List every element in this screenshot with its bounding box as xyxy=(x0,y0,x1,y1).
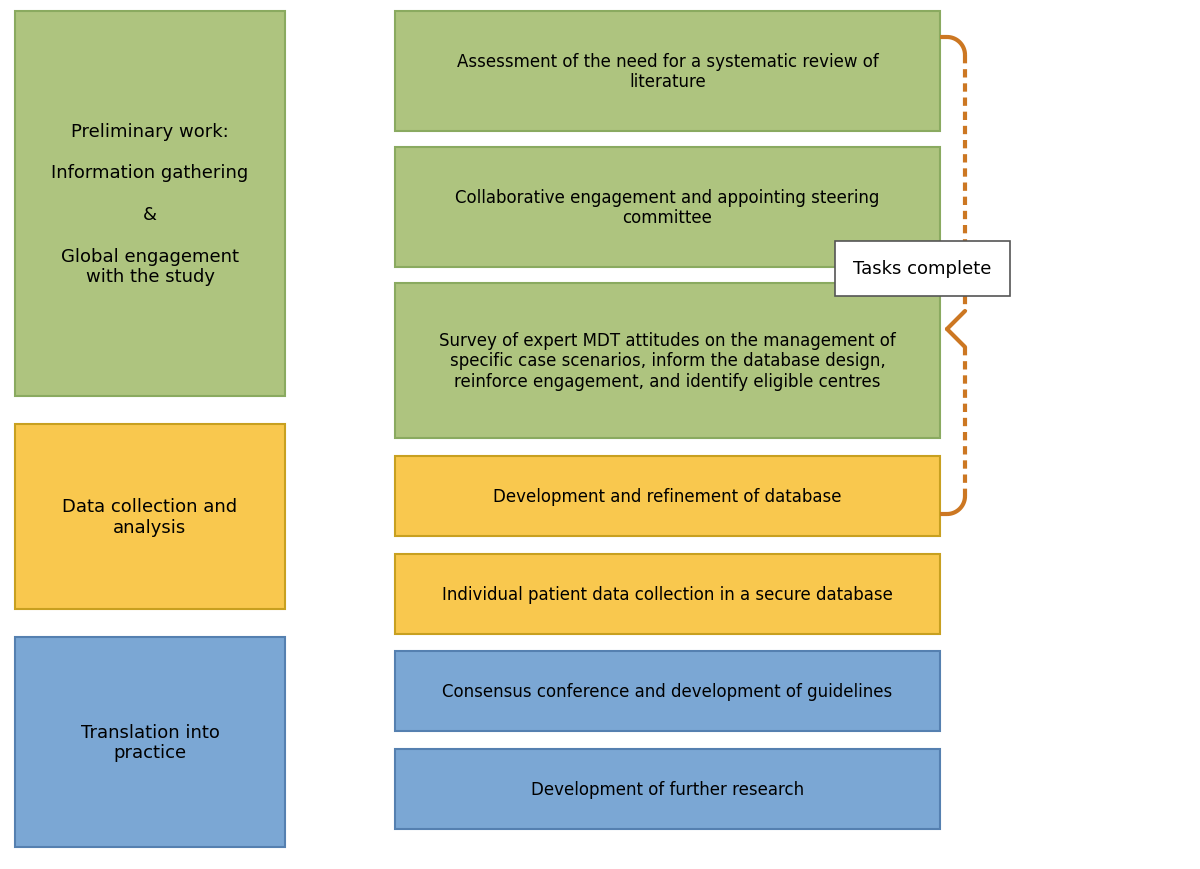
Text: Collaborative engagement and appointing steering
committee: Collaborative engagement and appointing … xyxy=(455,189,880,227)
Text: Development of further research: Development of further research xyxy=(530,780,804,798)
Bar xyxy=(14,425,286,609)
Bar xyxy=(395,12,940,132)
Text: Consensus conference and development of guidelines: Consensus conference and development of … xyxy=(443,682,893,700)
Text: Data collection and
analysis: Data collection and analysis xyxy=(62,498,238,536)
Bar xyxy=(395,554,940,634)
Text: Tasks complete: Tasks complete xyxy=(853,260,991,278)
Bar xyxy=(14,12,286,396)
Text: Individual patient data collection in a secure database: Individual patient data collection in a … xyxy=(442,586,893,603)
Bar xyxy=(395,651,940,731)
Bar xyxy=(835,242,1010,296)
Text: Survey of expert MDT attitudes on the management of
specific case scenarios, inf: Survey of expert MDT attitudes on the ma… xyxy=(439,331,896,391)
Text: Development and refinement of database: Development and refinement of database xyxy=(493,488,841,506)
Bar xyxy=(395,148,940,268)
Text: Assessment of the need for a systematic review of
literature: Assessment of the need for a systematic … xyxy=(457,52,878,91)
Bar xyxy=(14,637,286,847)
Bar xyxy=(395,456,940,536)
Text: Preliminary work:

Information gathering

&

Global engagement
with the study: Preliminary work: Information gathering … xyxy=(52,123,248,286)
Bar xyxy=(395,749,940,829)
Text: Translation into
practice: Translation into practice xyxy=(80,723,220,761)
Bar xyxy=(395,283,940,439)
